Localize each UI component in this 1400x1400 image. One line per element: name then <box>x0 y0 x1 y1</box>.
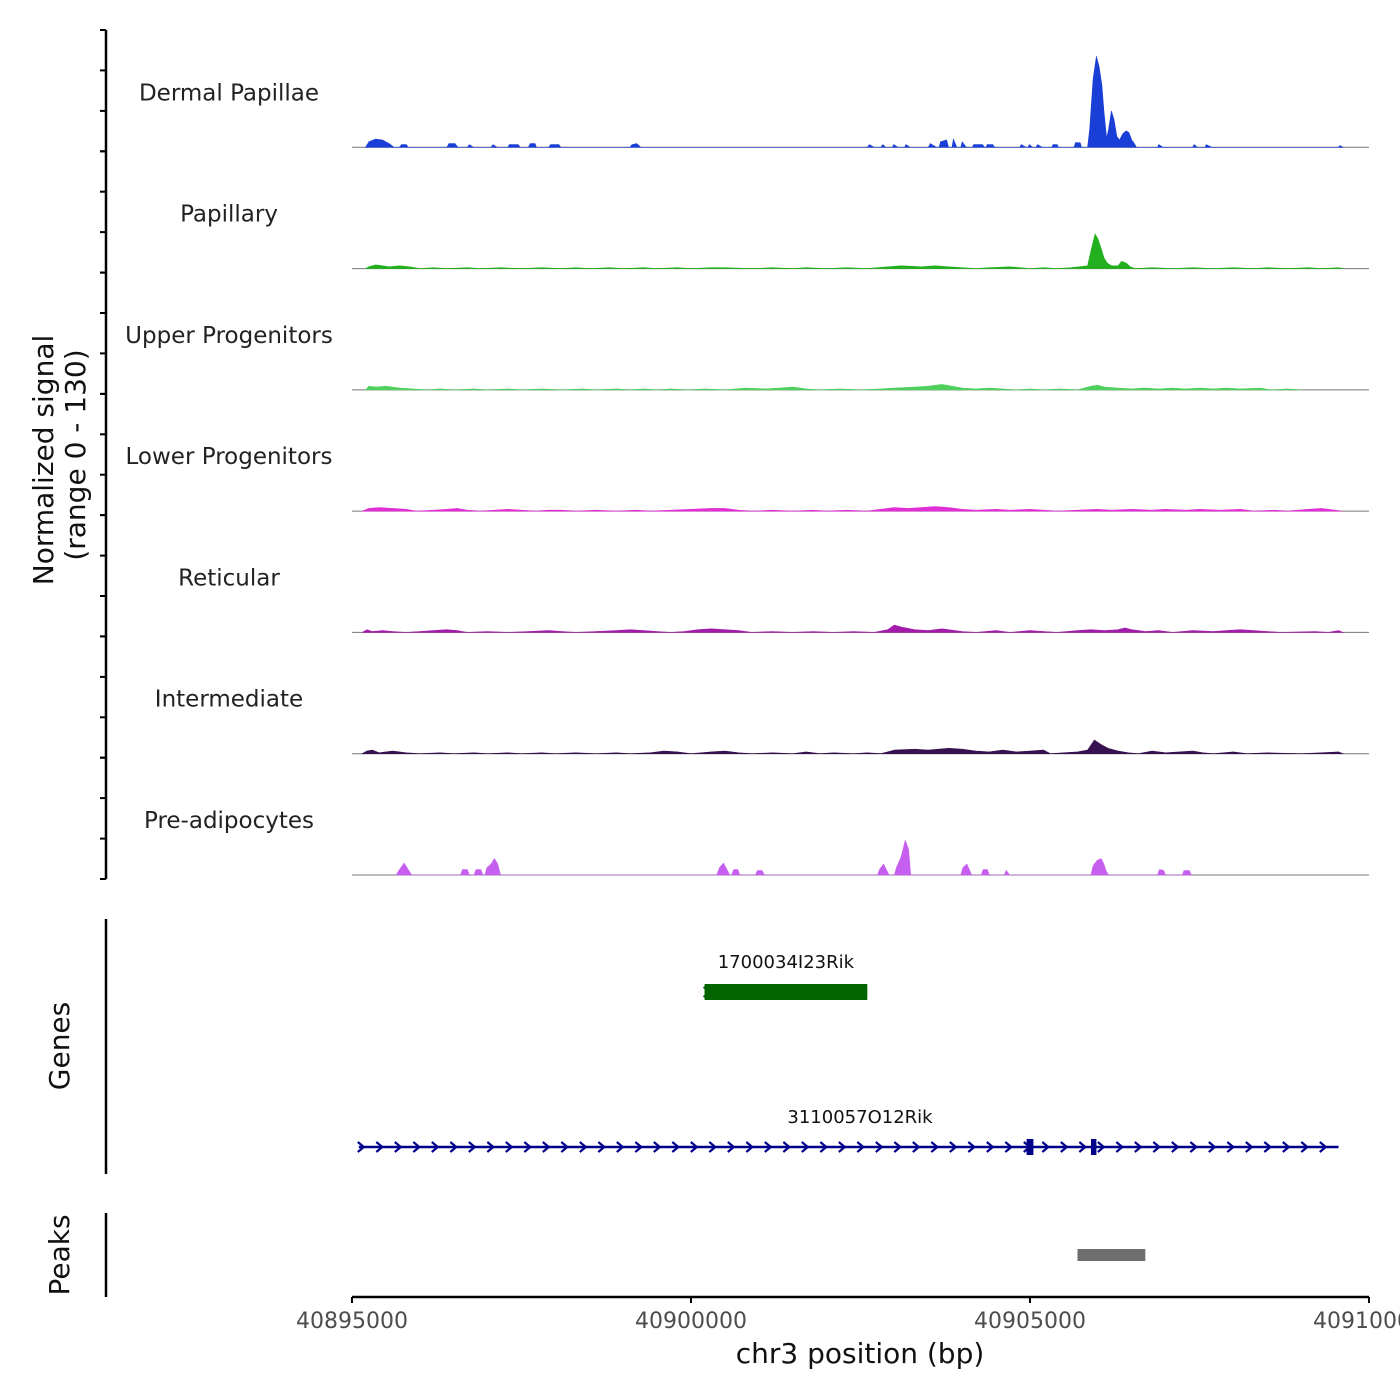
strand-arrow <box>1004 1141 1014 1153</box>
strand-arrow <box>1319 1141 1328 1153</box>
strand-arrow <box>1208 1141 1217 1153</box>
strand-arrow <box>375 1141 385 1153</box>
strand-arrow <box>1152 1141 1162 1153</box>
strand-arrow <box>912 1141 921 1153</box>
track-label: Lower Progenitors <box>126 444 333 470</box>
genes-panel: 1700034I23Rik 3110057O12Rik <box>104 919 1339 1174</box>
gene-exon <box>1091 1139 1097 1155</box>
track-label: Pre-adipocytes <box>144 808 314 834</box>
strand-arrow <box>1300 1141 1310 1153</box>
strand-arrow <box>394 1141 403 1153</box>
strand-arrow <box>579 1141 588 1153</box>
strand-arrow <box>949 1141 958 1153</box>
strand-arrow <box>1226 1141 1236 1153</box>
track-label: Papillary <box>180 202 278 228</box>
coverage-area <box>365 233 1344 270</box>
gene-exon <box>1026 1139 1034 1155</box>
strand-arrow <box>1060 1141 1069 1153</box>
strand-arrow <box>1245 1141 1254 1153</box>
strand-arrow <box>986 1141 995 1153</box>
gene-label: 3110057O12Rik <box>787 1107 933 1128</box>
coverage-panel: Dermal Papillae Papillary Upper Progenitor… <box>100 29 1369 880</box>
coverage-area <box>365 56 1344 149</box>
strand-arrow <box>1171 1141 1180 1153</box>
peaks-panel-title: Peaks <box>43 1214 76 1295</box>
coverage-area <box>361 506 1343 512</box>
strand-arrow <box>1078 1141 1088 1153</box>
strand-arrow <box>745 1141 755 1153</box>
strand-arrow <box>1263 1141 1273 1153</box>
strand-arrow <box>782 1141 792 1153</box>
coverage-track: Papillary <box>180 202 1369 270</box>
strand-arrow <box>1115 1141 1125 1153</box>
strand-arrow <box>560 1141 570 1153</box>
strand-arrow <box>875 1141 884 1153</box>
track-label: Upper Progenitors <box>125 323 333 349</box>
gene-label: 1700034I23Rik <box>718 952 855 973</box>
strand-arrow <box>690 1141 699 1153</box>
strand-arrow <box>708 1141 718 1153</box>
coverage-area <box>365 384 1302 391</box>
strand-arrow <box>412 1141 422 1153</box>
strand-arrow <box>542 1141 551 1153</box>
strand-arrow <box>764 1141 773 1153</box>
strand-arrow <box>616 1141 625 1153</box>
strand-arrow <box>930 1141 940 1153</box>
coverage-area <box>361 624 1344 633</box>
gene-model: 3110057O12Rik <box>357 1107 1339 1155</box>
x-tick-label: 40905000 <box>974 1309 1086 1334</box>
track-label: Intermediate <box>155 687 303 713</box>
strand-arrow <box>1097 1141 1106 1153</box>
strand-arrow <box>1041 1141 1051 1153</box>
strand-arrow <box>1282 1141 1291 1153</box>
coverage-track: Pre-adipocytes <box>144 808 1369 876</box>
coverage-area <box>361 739 1344 755</box>
strand-arrow <box>967 1141 977 1153</box>
strand-arrow <box>671 1141 681 1153</box>
genes-panel-title: Genes <box>43 1002 76 1090</box>
strand-arrow <box>523 1141 533 1153</box>
y-axis-title: Normalized signal <box>27 335 60 586</box>
strand-arrow <box>486 1141 496 1153</box>
coverage-track: Dermal Papillae <box>139 56 1369 149</box>
strand-arrow <box>727 1141 736 1153</box>
y-axis-range: (range 0 - 130) <box>59 349 92 560</box>
peak-region <box>1077 1249 1146 1261</box>
coverage-track: Upper Progenitors <box>125 323 1369 391</box>
coverage-track: Intermediate <box>155 687 1369 755</box>
strand-arrow <box>1189 1141 1199 1153</box>
coverage-track: Lower Progenitors <box>126 444 1369 512</box>
track-label: Dermal Papillae <box>139 80 319 106</box>
x-tick-label: 40895000 <box>296 1309 408 1334</box>
peaks-panel <box>104 1213 1146 1297</box>
strand-arrow <box>449 1141 459 1153</box>
x-tick-label: 40900000 <box>635 1309 747 1334</box>
x-axis-title: chr3 position (bp) <box>736 1337 985 1370</box>
gene-model: 1700034I23Rik <box>702 952 868 1000</box>
strand-arrow <box>856 1141 866 1153</box>
gene-exon <box>704 984 868 1000</box>
coverage-area <box>395 839 1192 876</box>
x-tick-label: 40910000 <box>1313 1309 1400 1334</box>
strand-arrow <box>893 1141 903 1153</box>
x-axis: 40895000 40900000 40905000 40910000 <box>296 1295 1400 1334</box>
strand-arrow <box>357 1141 366 1153</box>
strand-arrow <box>505 1141 514 1153</box>
track-label: Reticular <box>178 565 280 591</box>
strand-arrow <box>1134 1141 1143 1153</box>
strand-arrow <box>634 1141 644 1153</box>
strand-arrow <box>431 1141 440 1153</box>
strand-arrow <box>597 1141 607 1153</box>
strand-arrow <box>801 1141 810 1153</box>
coverage-track: Reticular <box>178 565 1369 633</box>
strand-arrow <box>653 1141 662 1153</box>
strand-arrow <box>838 1141 847 1153</box>
strand-arrow <box>819 1141 829 1153</box>
strand-arrow <box>468 1141 477 1153</box>
